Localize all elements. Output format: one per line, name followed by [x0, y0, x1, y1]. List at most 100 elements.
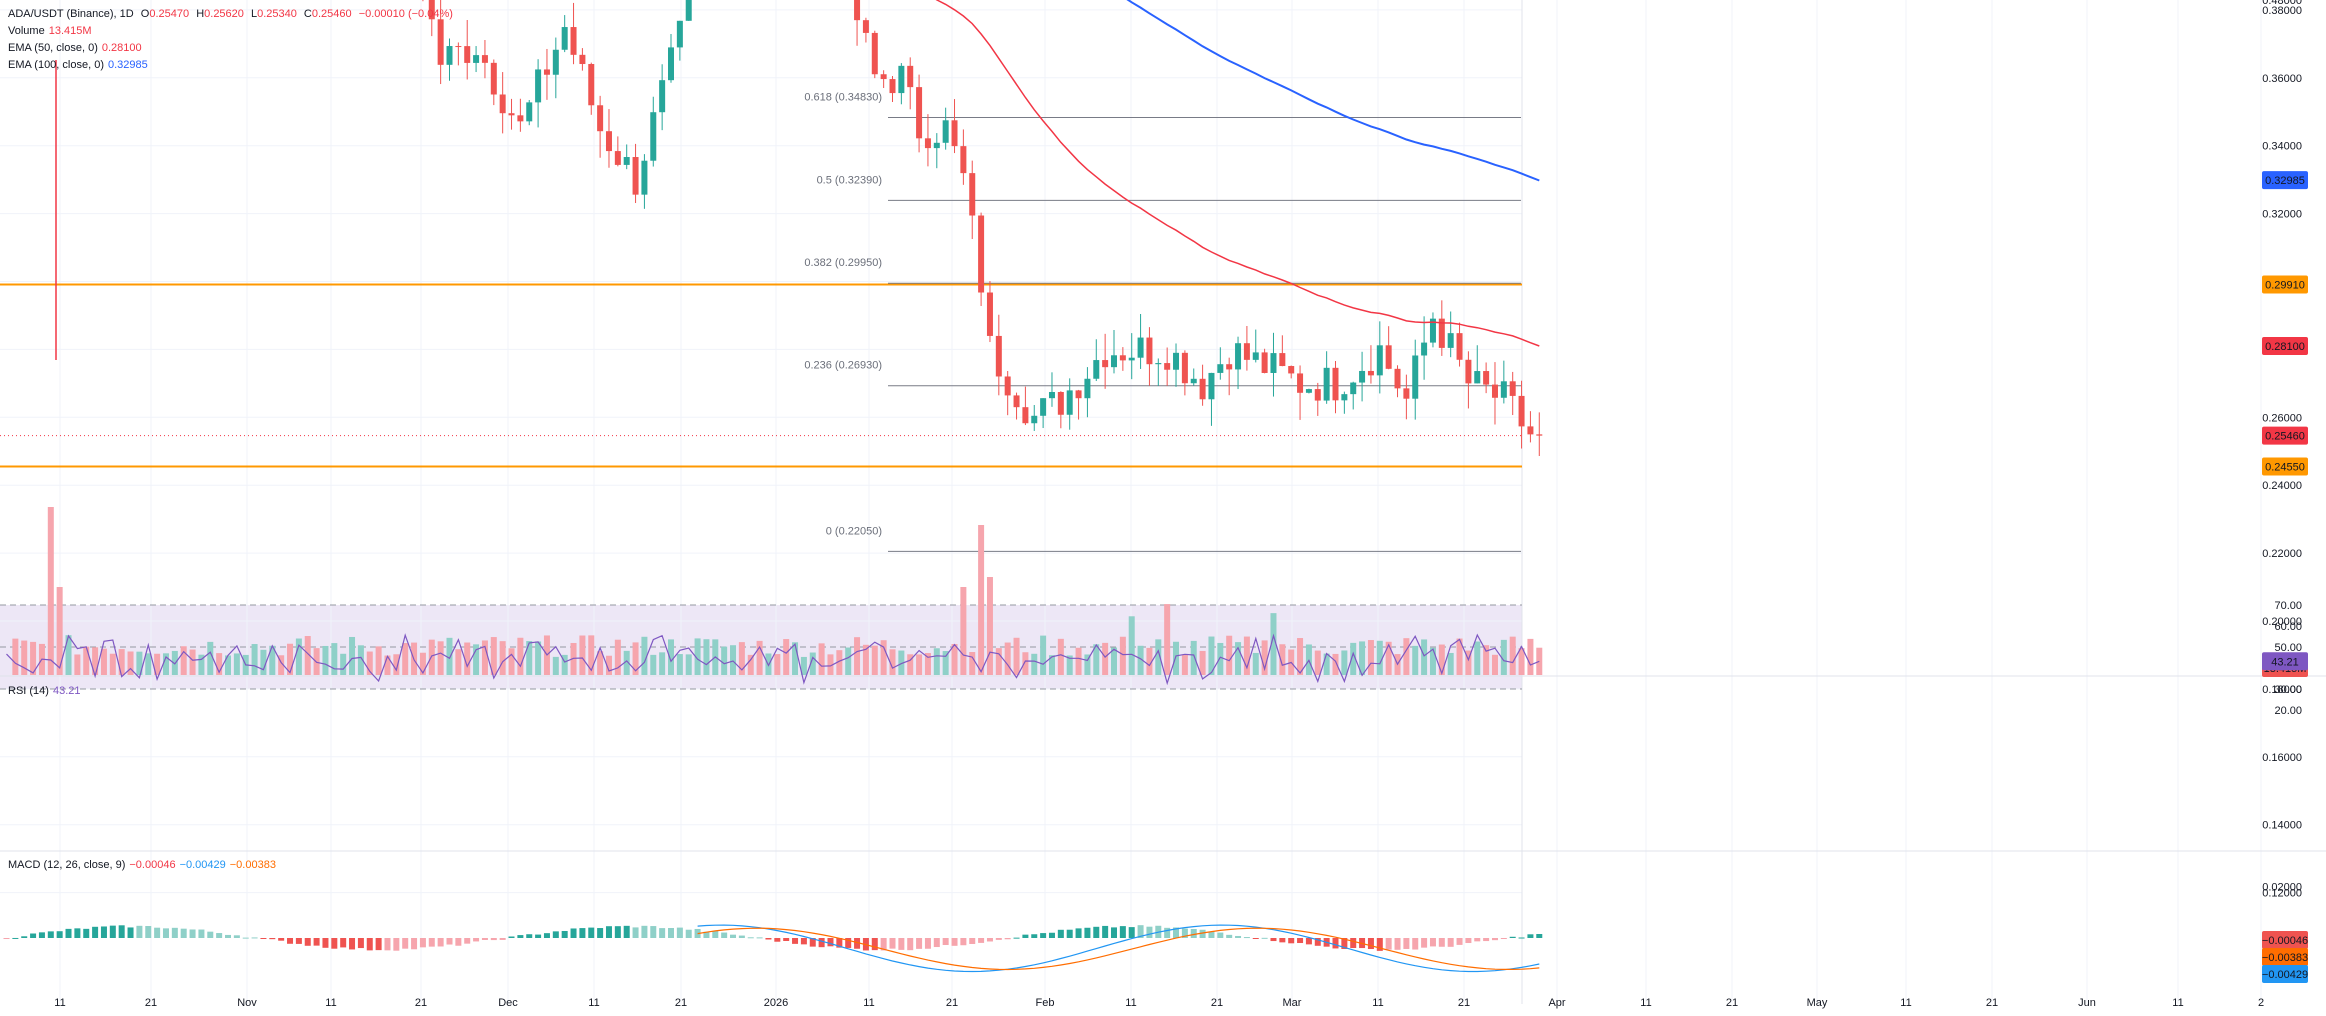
macd-histogram-bar [1217, 932, 1224, 938]
time-axis-label: Dec [498, 997, 518, 1009]
candle-body [1261, 352, 1268, 373]
candle-body [1332, 367, 1339, 401]
macd-histogram-bar [216, 933, 223, 938]
volume-bar [1040, 635, 1047, 675]
macd-histogram-bar [1279, 938, 1286, 943]
volume-bar [1527, 638, 1534, 675]
macd-histogram-bar [74, 928, 81, 938]
macd-histogram-bar [1066, 929, 1073, 938]
candle-body [1483, 371, 1490, 385]
macd-histogram-bar [1173, 927, 1180, 938]
candle-body [898, 65, 905, 94]
macd-histogram-bar [783, 938, 790, 941]
macd-badge: −0.00046 [2262, 935, 2308, 947]
candle-body [428, 0, 435, 20]
price-axis-label: 0.26000 [2262, 412, 2302, 424]
candle-body [605, 131, 612, 152]
macd-histogram-bar [30, 933, 37, 938]
fib-level-label: 0.618 (0.34830) [804, 92, 882, 104]
macd-histogram-bar [1208, 931, 1215, 938]
time-axis-label: 11 [2172, 997, 2183, 1009]
time-axis-label: Feb [1036, 997, 1055, 1009]
candle-body [570, 27, 577, 55]
price-axis-label: 0.48000 [2262, 0, 2302, 7]
volume-bar [605, 655, 612, 675]
candle-body [1031, 415, 1038, 424]
price-axis-label: 0.34000 [2262, 141, 2302, 153]
macd-histogram-bar [712, 930, 719, 938]
macd-histogram-bar [907, 938, 914, 951]
macd-histogram-bar [1226, 934, 1233, 938]
volume-bar [1199, 650, 1206, 675]
volume-bar [1146, 647, 1153, 675]
macd-histogram-bar [570, 928, 577, 938]
rsi-badge: 43.21 [2271, 656, 2299, 668]
volume-bar [92, 647, 99, 675]
macd-histogram-bar [933, 938, 940, 948]
macd-histogram-bar [1465, 938, 1472, 944]
macd-histogram-bar [1536, 934, 1543, 938]
volume-bar [800, 656, 807, 675]
time-axis-label: 21 [946, 997, 958, 1009]
time-axis-label: Mar [1283, 997, 1302, 1009]
volume-bar [880, 640, 887, 675]
volume-bar [995, 648, 1002, 675]
macd-histogram-bar [597, 928, 604, 938]
macd-histogram-bar [375, 938, 382, 951]
volume-bar [694, 638, 701, 675]
volume-bar [1181, 654, 1188, 675]
signal-value: −0.00383 [229, 859, 276, 871]
volume-bar [1217, 642, 1224, 675]
candle-body [1279, 353, 1286, 367]
volume-bar [1137, 645, 1144, 675]
rsi-badge-bg [2262, 652, 2308, 671]
candle-body [1164, 363, 1171, 370]
volume-bar [1155, 639, 1162, 675]
macd-histogram-bar [100, 926, 107, 938]
candle-body [526, 102, 533, 122]
volume-bar [1509, 636, 1516, 675]
candle-body [907, 65, 914, 88]
volume-bar [668, 639, 674, 675]
candle-body [1111, 355, 1117, 368]
volume-bar [437, 641, 444, 675]
volume-bar [650, 654, 657, 675]
macd-histogram-bar [1199, 929, 1206, 938]
volume-bar [1385, 641, 1392, 675]
volume-bar [1332, 653, 1339, 675]
macd-histogram-bar [1314, 938, 1321, 946]
macd-histogram-bar [694, 928, 701, 938]
macd-histogram-bar [473, 938, 480, 942]
macd-histogram-bar [411, 938, 418, 950]
ema50-price-badge: 0.28100 [2265, 341, 2305, 353]
volume-bar [1518, 648, 1525, 675]
macd-histogram-bar [1288, 938, 1295, 944]
high-value: 0.25620 [204, 8, 244, 20]
volume-bar [986, 577, 993, 675]
close-value: 0.25460 [311, 8, 352, 20]
macd-histogram-bar [1385, 938, 1392, 950]
volume-bar [951, 643, 958, 675]
volume-bar [1279, 644, 1286, 675]
candle-body [1022, 407, 1029, 424]
macd-histogram-bar [1297, 938, 1304, 944]
ema50-value: 0.28100 [101, 42, 142, 54]
candles-group [422, 0, 1543, 457]
macd-histogram-bar [951, 938, 958, 946]
candle-body [942, 120, 949, 143]
legend-volume: Volume 13.415M [8, 23, 96, 39]
candle-body [871, 32, 878, 75]
volume-bar [809, 652, 816, 675]
macd-histogram-bar [703, 931, 710, 938]
volume-bar [685, 654, 692, 675]
macd-histogram-bar [1261, 937, 1268, 939]
volume-bar [827, 654, 834, 675]
macd-histogram-bar [614, 926, 621, 938]
macd-histogram-bar [685, 929, 692, 938]
macd-histogram-bar [1235, 935, 1242, 938]
volume-bar [198, 654, 205, 675]
volume-bar [100, 648, 107, 675]
candle-body [1013, 395, 1020, 408]
candle-body [995, 335, 1002, 377]
